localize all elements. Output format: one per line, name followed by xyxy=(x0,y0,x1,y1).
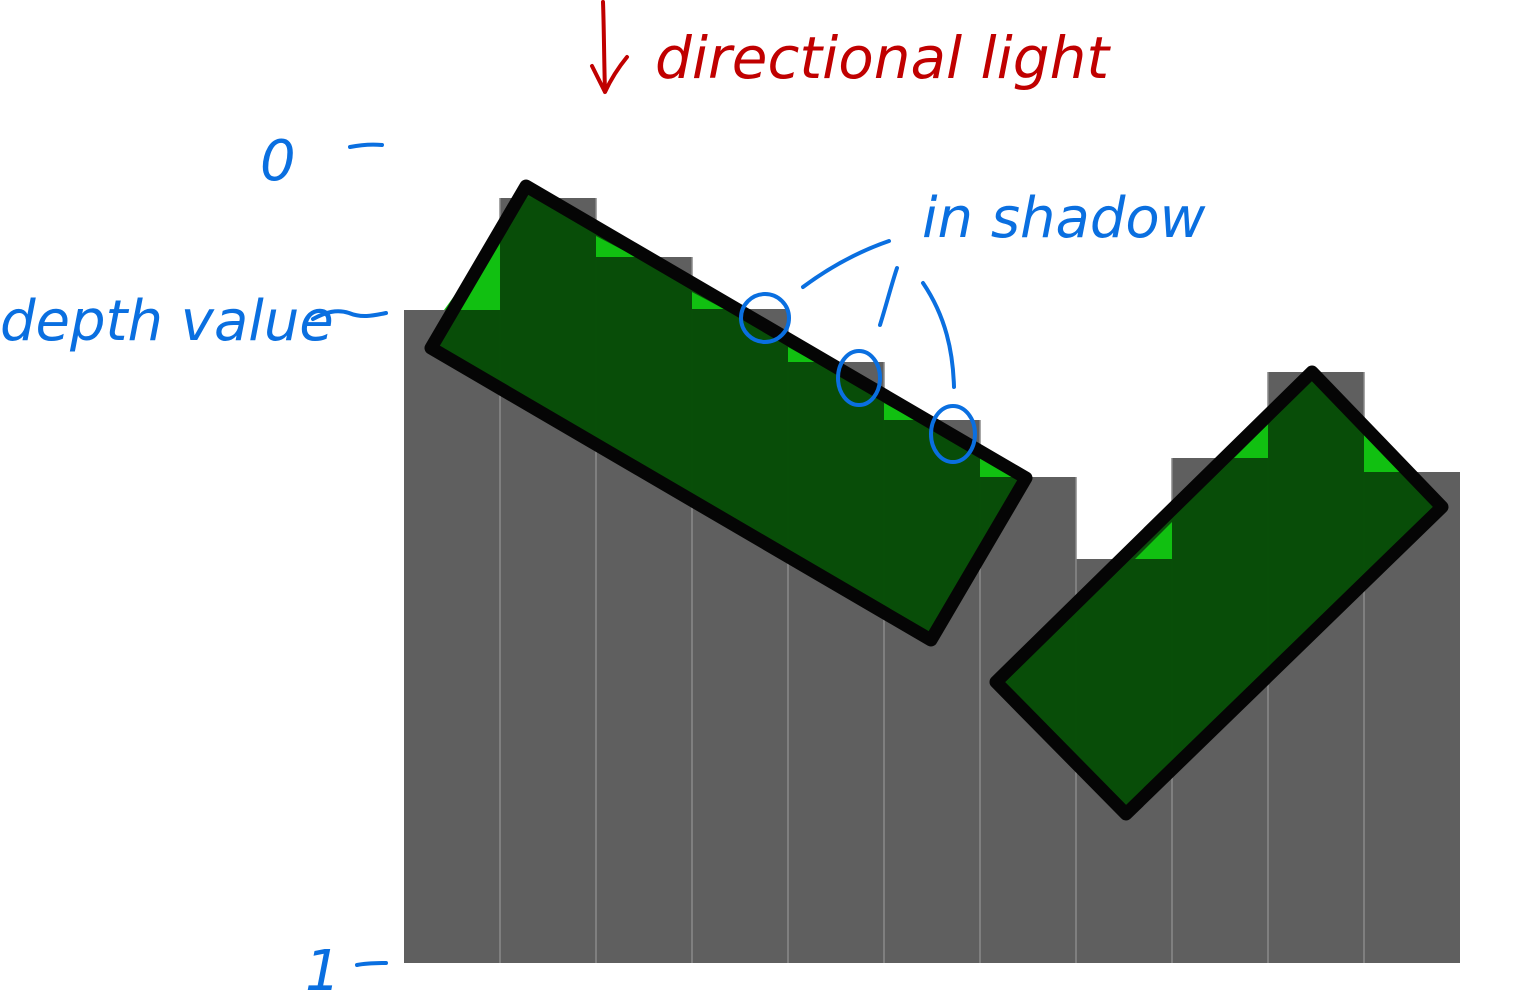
depth-zero-label: 0 xyxy=(260,129,296,194)
shadow-pointer-1 xyxy=(803,241,889,287)
directional-light-annotation: directional light xyxy=(592,2,1111,92)
depth-one-tick xyxy=(357,963,386,965)
in-shadow-label: in shadow xyxy=(922,186,1206,251)
directional-light-label: directional light xyxy=(655,24,1111,92)
shadow-pointer-2 xyxy=(880,268,897,325)
shadow-pointer-3 xyxy=(923,283,954,387)
down-arrow-icon xyxy=(592,2,627,92)
depth-scale-annotations: 0 1 depth value xyxy=(0,129,386,1000)
depth-bar-1 xyxy=(404,310,500,963)
depth-value-label: depth value xyxy=(0,289,334,354)
depth-zero-tick xyxy=(350,145,382,147)
depth-one-label: 1 xyxy=(305,939,341,1000)
